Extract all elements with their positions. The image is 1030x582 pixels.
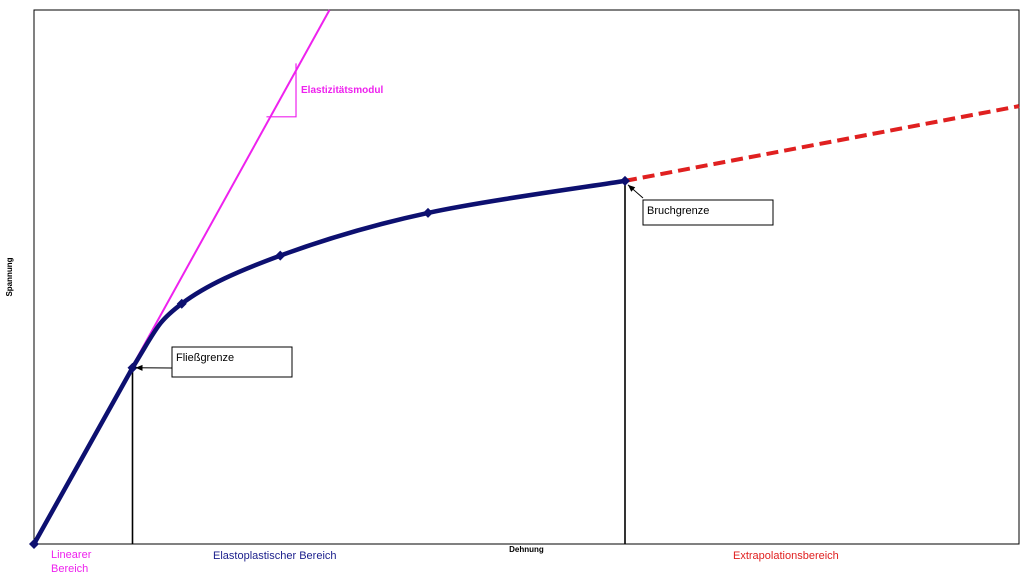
region-label-elastoplastic: Elastoplastischer Bereich [213,550,337,562]
fracture-label: Bruchgrenze [647,205,709,217]
region-label-linear-line2: Bereich [51,563,88,575]
region-label-linear-line1: Linearer [51,549,92,561]
yield-label: Fließgrenze [176,352,234,364]
x-axis-title: Dehnung [509,545,544,554]
region-label-extrapolation: Extrapolationsbereich [733,550,839,562]
modulus-label: Elastizitätsmodul [301,85,383,96]
y-axis-title: Spannung [5,257,14,296]
